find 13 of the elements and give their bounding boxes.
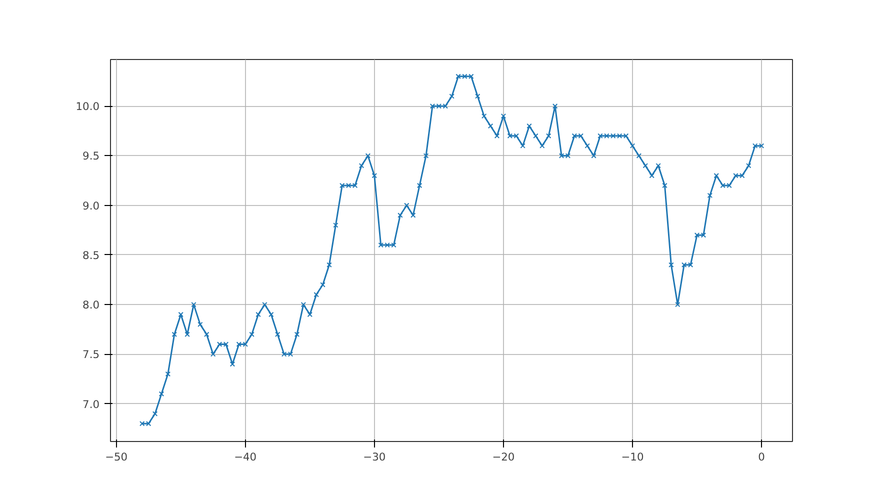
y-tick-label: 7.0 xyxy=(82,398,100,411)
y-tick-label: 8.0 xyxy=(82,298,100,312)
y-tick-label: 10.0 xyxy=(76,100,100,114)
y-tick-label: 8.5 xyxy=(82,248,100,262)
x-tick-label: −50 xyxy=(105,450,128,464)
y-tick-label: 9.5 xyxy=(82,150,100,163)
y-tick-label: 9.0 xyxy=(82,199,100,212)
x-tick-label: −20 xyxy=(492,450,515,464)
x-tick-label: −40 xyxy=(234,450,257,464)
x-tick-label: 0 xyxy=(758,450,766,464)
y-tick-label: 7.5 xyxy=(82,348,100,362)
x-tick-label: −10 xyxy=(621,450,644,464)
x-tick-label: −30 xyxy=(363,450,386,464)
